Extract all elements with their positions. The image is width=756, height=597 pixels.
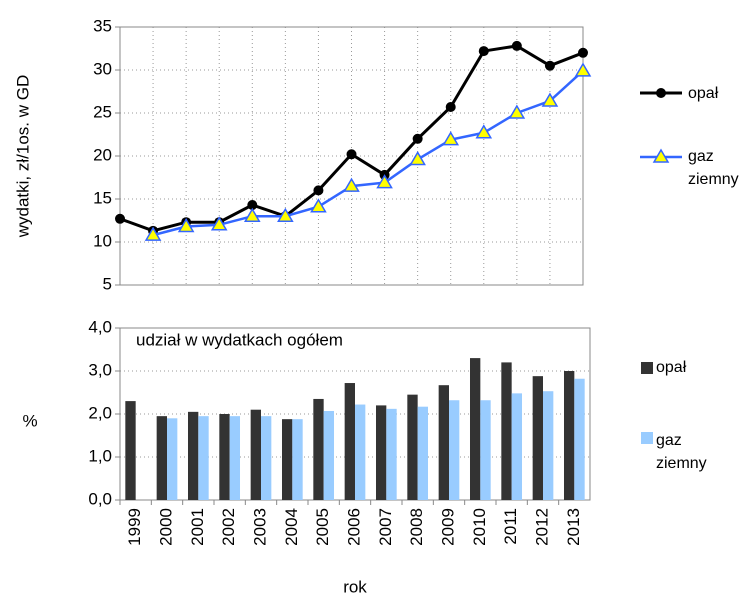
marker xyxy=(243,207,261,222)
series-line xyxy=(152,69,584,237)
bar xyxy=(355,404,366,500)
y-tick-label: 20 xyxy=(93,145,112,164)
bar xyxy=(313,398,324,500)
bar xyxy=(563,371,575,500)
marker xyxy=(144,226,162,241)
plot-frame xyxy=(119,26,584,286)
bar xyxy=(574,378,585,500)
legend-swatch xyxy=(641,362,653,374)
x-tick-label: 2010 xyxy=(470,508,489,546)
bar xyxy=(438,385,449,500)
y-axis-title: % xyxy=(22,411,37,430)
y-tick-label: 3,0 xyxy=(88,360,112,379)
y-tick-label: 10 xyxy=(93,231,112,250)
marker xyxy=(177,218,195,233)
x-tick-label: 2011 xyxy=(501,508,520,545)
y-tick-label: 5 xyxy=(103,274,112,293)
marker xyxy=(442,131,460,146)
x-tick-label: 2007 xyxy=(376,508,395,546)
legend-label: gaz ziemny xyxy=(656,432,707,472)
x-tick-label: 2001 xyxy=(188,508,207,546)
legend-swatch xyxy=(641,432,653,444)
bar xyxy=(543,391,554,500)
bar xyxy=(344,383,355,500)
marker xyxy=(277,207,294,222)
bar xyxy=(229,416,241,500)
x-axis-title: rok xyxy=(343,577,367,596)
marker xyxy=(541,92,559,107)
bar xyxy=(187,411,199,500)
marker xyxy=(346,149,357,160)
legend-label: opał xyxy=(656,359,687,376)
marker xyxy=(544,60,555,71)
y-tick-label: 25 xyxy=(93,102,112,121)
y-tick-label: 30 xyxy=(93,59,112,78)
bar xyxy=(407,394,418,500)
x-tick-label: 2003 xyxy=(250,508,269,546)
bar xyxy=(198,416,209,500)
marker xyxy=(310,198,327,213)
x-tick-label: 2004 xyxy=(282,508,301,546)
y-tick-label: 15 xyxy=(93,188,112,207)
marker xyxy=(445,101,456,112)
marker xyxy=(478,46,489,57)
marker xyxy=(511,40,522,51)
bar xyxy=(261,416,272,500)
legend-marker xyxy=(652,148,670,163)
x-tick-label: 2006 xyxy=(344,508,363,546)
marker xyxy=(475,124,493,139)
x-tick-label: 1999 xyxy=(125,508,144,546)
marker xyxy=(313,185,324,196)
marker xyxy=(578,47,588,58)
x-tick-label: 2000 xyxy=(156,508,175,546)
marker xyxy=(247,200,258,211)
y-tick-label: 35 xyxy=(93,16,112,35)
y-tick-label: 1,0 xyxy=(88,446,112,465)
bar xyxy=(532,376,543,500)
x-tick-label: 2009 xyxy=(438,508,457,546)
x-tick-label: 2012 xyxy=(532,508,551,546)
bar xyxy=(417,406,429,500)
bar xyxy=(167,418,178,500)
x-tick-label: 2008 xyxy=(407,508,426,546)
bar xyxy=(375,405,387,500)
bar xyxy=(156,416,167,500)
legend-label: gaz ziemny xyxy=(688,148,739,188)
x-tick-label: 2013 xyxy=(564,508,583,546)
bar xyxy=(219,414,230,500)
bar xyxy=(480,400,491,500)
marker xyxy=(343,177,360,192)
legend-marker xyxy=(656,88,666,98)
bar xyxy=(281,419,293,500)
bar xyxy=(469,358,481,500)
y-tick-label: 4,0 xyxy=(88,317,112,336)
bar xyxy=(386,408,397,500)
bar xyxy=(323,410,335,500)
y-tick-label: 2,0 xyxy=(88,403,112,422)
x-tick-label: 2005 xyxy=(313,508,332,546)
marker xyxy=(210,216,228,231)
annotation: udział w wydatkach ogółem xyxy=(136,330,343,349)
marker xyxy=(409,150,426,166)
marker xyxy=(574,62,592,77)
bar xyxy=(292,419,303,500)
marker xyxy=(115,213,125,224)
marker xyxy=(508,104,526,119)
marker xyxy=(412,133,423,144)
y-axis-title: wydatki, zł/1os. w GD xyxy=(13,75,32,239)
x-tick-label: 2002 xyxy=(219,508,238,546)
y-tick-label: 0,0 xyxy=(88,489,112,508)
marker xyxy=(376,174,393,189)
legend-label: opał xyxy=(688,85,719,102)
bar xyxy=(449,400,460,500)
bar xyxy=(501,362,512,500)
bar xyxy=(125,401,136,500)
bar xyxy=(511,393,523,500)
bar xyxy=(250,409,261,500)
